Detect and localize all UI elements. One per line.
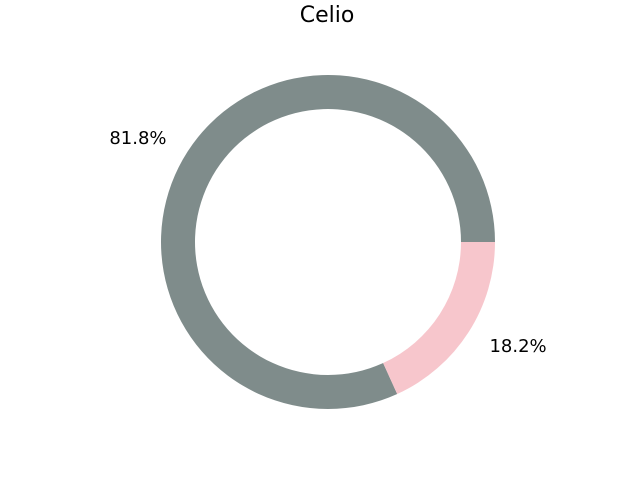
chart-title: Celio <box>300 3 355 28</box>
slice-2 <box>383 242 495 394</box>
slice-label-2: 18.2% <box>489 336 546 357</box>
labels-group: 81.8% 18.2% <box>109 128 546 357</box>
slices-group <box>161 75 495 409</box>
slice-label-1: 81.8% <box>109 128 166 149</box>
